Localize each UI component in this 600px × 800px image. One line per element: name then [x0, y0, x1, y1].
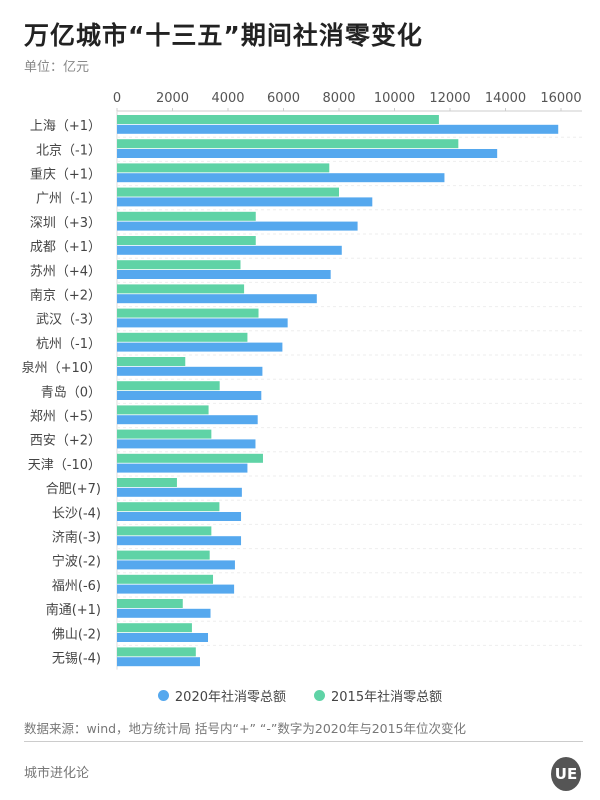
legend-label: 2020年社消零总额: [174, 690, 286, 705]
bar-2020: [117, 197, 373, 207]
bar-2015: [117, 211, 256, 221]
legend-item: 2020年社消零总额: [157, 686, 286, 705]
legend-label: 2015年社消零总额: [331, 690, 443, 705]
bar-2015: [117, 115, 439, 124]
category-label: 成都（+1）: [30, 240, 101, 255]
bar-2015: [117, 332, 248, 342]
bar-2015: [117, 526, 212, 536]
category-label: 济南(-3): [52, 530, 101, 546]
chart-title: 万亿城市“十三五”期间社消零变化: [24, 21, 423, 50]
bar-2020: [117, 536, 242, 546]
category-label: 福州(-6): [52, 579, 101, 594]
bar-2020: [117, 439, 256, 449]
category-label: 杭州（-1）: [36, 337, 101, 352]
x-tick-label: 0: [113, 91, 121, 106]
bar-2020: [117, 245, 342, 255]
category-label: 合肥(+7): [46, 482, 101, 497]
bar-2020: [117, 633, 209, 642]
bar-2015: [117, 623, 192, 633]
bar-2020: [117, 608, 211, 618]
x-tick-label: 12000: [429, 91, 470, 106]
source-note: 数据来源：wind，地方统计局 括号内“+” “-”数字为2020年与2015年…: [24, 721, 467, 736]
bar-2020: [117, 391, 262, 400]
x-tick-label: 16000: [540, 91, 581, 106]
bar-2020: [117, 173, 445, 183]
category-label: 上海（+1）: [30, 119, 101, 134]
bar-2020: [117, 657, 200, 667]
bar-2020: [117, 294, 317, 304]
bar-2020: [117, 366, 263, 376]
category-label: 重庆（+1）: [30, 167, 101, 183]
bar-2015: [117, 260, 241, 270]
footer-brand: 城市进化论: [24, 766, 90, 781]
bar-2015: [117, 429, 212, 439]
x-tick-label: 6000: [267, 91, 300, 106]
bar-2015: [117, 478, 177, 487]
x-tick-label: 2000: [156, 91, 189, 106]
x-tick-label: 14000: [485, 91, 526, 106]
x-tick-label: 4000: [211, 91, 244, 106]
bar-2015: [117, 550, 210, 560]
category-label: 无锡(-4): [52, 652, 101, 667]
bar-2020: [117, 342, 283, 352]
bar-2020: [117, 487, 242, 497]
bar-2015: [117, 405, 209, 415]
x-tick-label: 10000: [374, 91, 415, 106]
bar-2020: [117, 149, 498, 158]
legend-item: 2015年社消零总额: [314, 686, 442, 705]
bar-2015: [117, 599, 183, 608]
category-label: 南通(+1): [46, 602, 101, 618]
category-label: 苏州（+4）: [30, 263, 101, 279]
bar-2020: [117, 270, 331, 279]
bar-2015: [117, 453, 263, 463]
category-label: 宁波(-2): [52, 554, 101, 570]
logo: UE: [551, 757, 581, 791]
legend: 2020年社消零总额 2015年社消零总额: [0, 686, 600, 705]
unit-label: 单位：亿元: [24, 60, 90, 75]
bar-2015: [117, 357, 186, 366]
category-label: 天津（-10）: [28, 458, 101, 473]
bar-2015: [117, 502, 220, 512]
divider: [24, 741, 583, 742]
bar-2020: [117, 512, 242, 521]
bar-2020: [117, 584, 235, 594]
bar-2015: [117, 163, 330, 173]
category-label: 西安（+2）: [30, 434, 101, 449]
bar-2020: [117, 221, 358, 231]
category-label: 佛山(-2): [52, 627, 101, 642]
legend-dot-icon: [157, 690, 169, 701]
bar-2020: [117, 318, 288, 328]
bar-chart: 0 2000 4000 6000 8000 10000 12000 14000 16000 上海（…: [22, 91, 582, 670]
bar-2020: [117, 124, 559, 134]
bar-2015: [117, 647, 196, 657]
bar-2015: [117, 308, 259, 318]
category-label: 泉州（+10）: [22, 360, 101, 376]
category-label: 长沙(-4): [52, 506, 101, 521]
category-label: 广州（-1）: [36, 192, 101, 207]
bar-2015: [117, 236, 256, 245]
bar-2020: [117, 560, 235, 570]
bar-2020: [117, 463, 248, 473]
bar-2020: [117, 415, 258, 425]
bar-2015: [117, 139, 459, 149]
legend-dot-icon: [314, 690, 325, 701]
bar-2015: [117, 284, 245, 294]
bar-2015: [117, 187, 339, 197]
x-tick-label: 8000: [322, 91, 355, 106]
bar-2015: [117, 381, 220, 391]
category-label: 深圳（+3）: [30, 216, 101, 231]
category-label: 北京（-1）: [36, 143, 101, 158]
category-label: 南京（+2）: [30, 288, 101, 304]
category-label: 青岛（0）: [41, 384, 101, 400]
category-label: 武汉（-3）: [36, 313, 101, 328]
category-label: 郑州（+5）: [30, 410, 101, 425]
bar-2015: [117, 574, 214, 584]
